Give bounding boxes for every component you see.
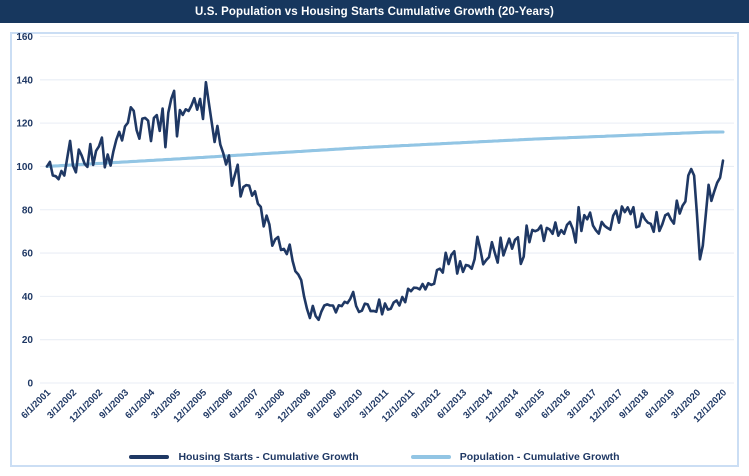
housing-starts-line-swatch — [129, 455, 170, 459]
population-line-swatch — [410, 455, 451, 459]
legend-item-housing-starts: Housing Starts - Cumulative Growth — [129, 451, 359, 463]
legend-label-housing-starts: Housing Starts - Cumulative Growth — [178, 451, 359, 463]
chart-title-bar: U.S. Population vs Housing Starts Cumula… — [0, 0, 749, 23]
legend-item-population: Population - Cumulative Growth — [410, 451, 620, 463]
chart-legend: Housing Starts - Cumulative Growth Popul… — [0, 451, 749, 463]
chart-area — [10, 32, 739, 467]
legend-label-population: Population - Cumulative Growth — [459, 451, 620, 463]
chart-title: U.S. Population vs Housing Starts Cumula… — [195, 5, 554, 18]
